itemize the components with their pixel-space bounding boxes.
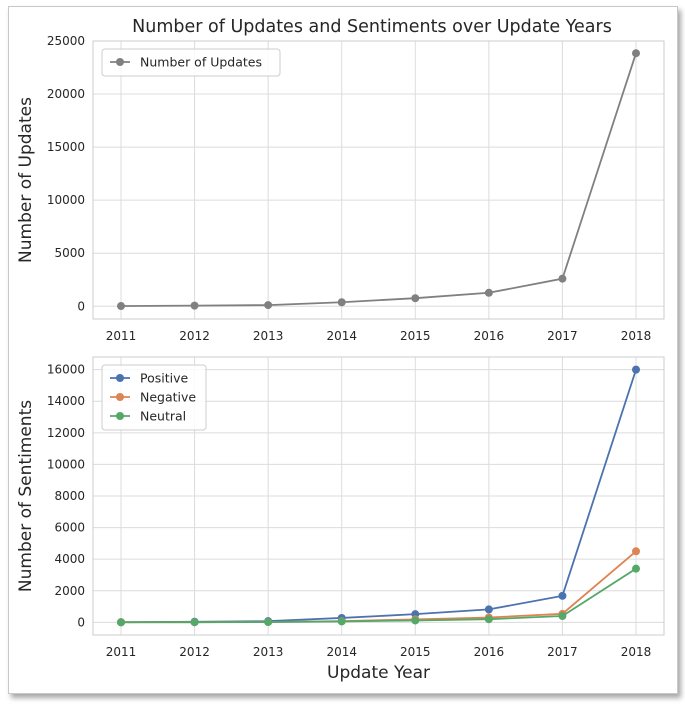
data-point xyxy=(484,605,493,614)
x-tick-label: 2018 xyxy=(621,329,652,343)
x-tick-label: 2016 xyxy=(474,329,505,343)
x-tick-label: 2014 xyxy=(326,645,357,659)
x-tick-label: 2014 xyxy=(326,329,357,343)
data-point xyxy=(632,365,640,374)
data-point xyxy=(484,288,493,297)
legend-marker xyxy=(116,393,124,401)
x-tick-label: 2017 xyxy=(547,645,578,659)
y-tick-label: 25000 xyxy=(47,34,85,48)
y-tick-label: 8000 xyxy=(54,489,85,503)
legend-label: Number of Updates xyxy=(140,55,262,70)
data-point xyxy=(337,617,346,626)
y-tick-label: 16000 xyxy=(47,363,85,377)
x-tick-label: 2018 xyxy=(621,645,652,659)
data-point xyxy=(558,274,567,283)
y-tick-label: 14000 xyxy=(47,394,85,408)
y-tick-label: 15000 xyxy=(47,140,85,154)
legend-marker xyxy=(116,412,124,420)
y-tick-label: 4000 xyxy=(54,552,85,566)
legend-label: Neutral xyxy=(140,409,186,424)
y-tick-label: 10000 xyxy=(47,457,85,471)
updates-plot: 0 5000 10000 15000 20000 25000 2011 2012 2013 201… xyxy=(16,34,665,343)
data-point xyxy=(117,302,125,311)
data-point xyxy=(632,49,640,58)
figure-canvas: Number of Updates and Sentiments over Up… xyxy=(16,17,665,683)
y-tick-label: 2000 xyxy=(54,584,85,598)
legend-marker xyxy=(116,374,124,382)
y-tick-label: 10000 xyxy=(47,193,85,207)
chart-title: Number of Updates and Sentiments over Up… xyxy=(132,17,612,37)
x-tick-label: 2017 xyxy=(547,329,578,343)
data-point xyxy=(411,294,420,303)
data-point xyxy=(264,301,273,310)
legend: Positive Negative Neutral xyxy=(101,364,207,431)
data-point xyxy=(558,591,567,600)
x-tick-label: 2012 xyxy=(179,645,210,659)
data-point xyxy=(632,547,640,556)
legend-label: Negative xyxy=(140,390,196,405)
data-point xyxy=(411,616,420,625)
x-tick-label: 2012 xyxy=(179,329,210,343)
data-point xyxy=(484,615,493,624)
x-tick-label: 2011 xyxy=(106,329,137,343)
y-tick-label: 5000 xyxy=(54,246,85,260)
series-number-of-updates xyxy=(117,49,640,311)
series-line xyxy=(120,52,637,307)
x-tick-label: 2016 xyxy=(474,645,505,659)
x-axis-label: Update Year xyxy=(327,663,430,683)
data-point xyxy=(190,301,199,310)
x-tick-label: 2015 xyxy=(400,329,431,343)
series-line xyxy=(120,567,637,624)
series-line xyxy=(120,550,637,624)
y-tick-label: 6000 xyxy=(54,521,85,535)
data-point xyxy=(264,618,273,627)
data-point xyxy=(558,612,567,621)
data-point xyxy=(337,298,346,307)
legend-box xyxy=(101,48,281,77)
legend-box xyxy=(101,364,207,431)
y-tick-label: 0 xyxy=(77,615,85,629)
axes-frame xyxy=(92,356,665,636)
y-tick-label: 20000 xyxy=(47,87,85,101)
axes-frame xyxy=(92,40,665,320)
data-point xyxy=(190,618,199,627)
legend-label: Positive xyxy=(140,371,188,386)
y-axis-label: Number of Sentiments xyxy=(16,400,36,592)
x-tick-label: 2011 xyxy=(106,645,137,659)
x-tick-label: 2013 xyxy=(253,329,284,343)
x-tick-label: 2013 xyxy=(253,645,284,659)
legend-marker xyxy=(116,58,124,66)
x-tick-label: 2015 xyxy=(400,645,431,659)
y-tick-label: 0 xyxy=(77,299,85,313)
sentiments-plot: 0 2000 4000 6000 8000 10000 12000 14000 16000 201… xyxy=(16,356,665,683)
data-point xyxy=(632,564,640,573)
data-point xyxy=(117,618,125,627)
y-axis-label: Number of Updates xyxy=(16,97,36,263)
y-tick-label: 12000 xyxy=(47,426,85,440)
legend: Number of Updates xyxy=(101,48,281,77)
figure-frame: Number of Updates and Sentiments over Up… xyxy=(8,6,678,694)
series-neutral xyxy=(117,564,640,627)
